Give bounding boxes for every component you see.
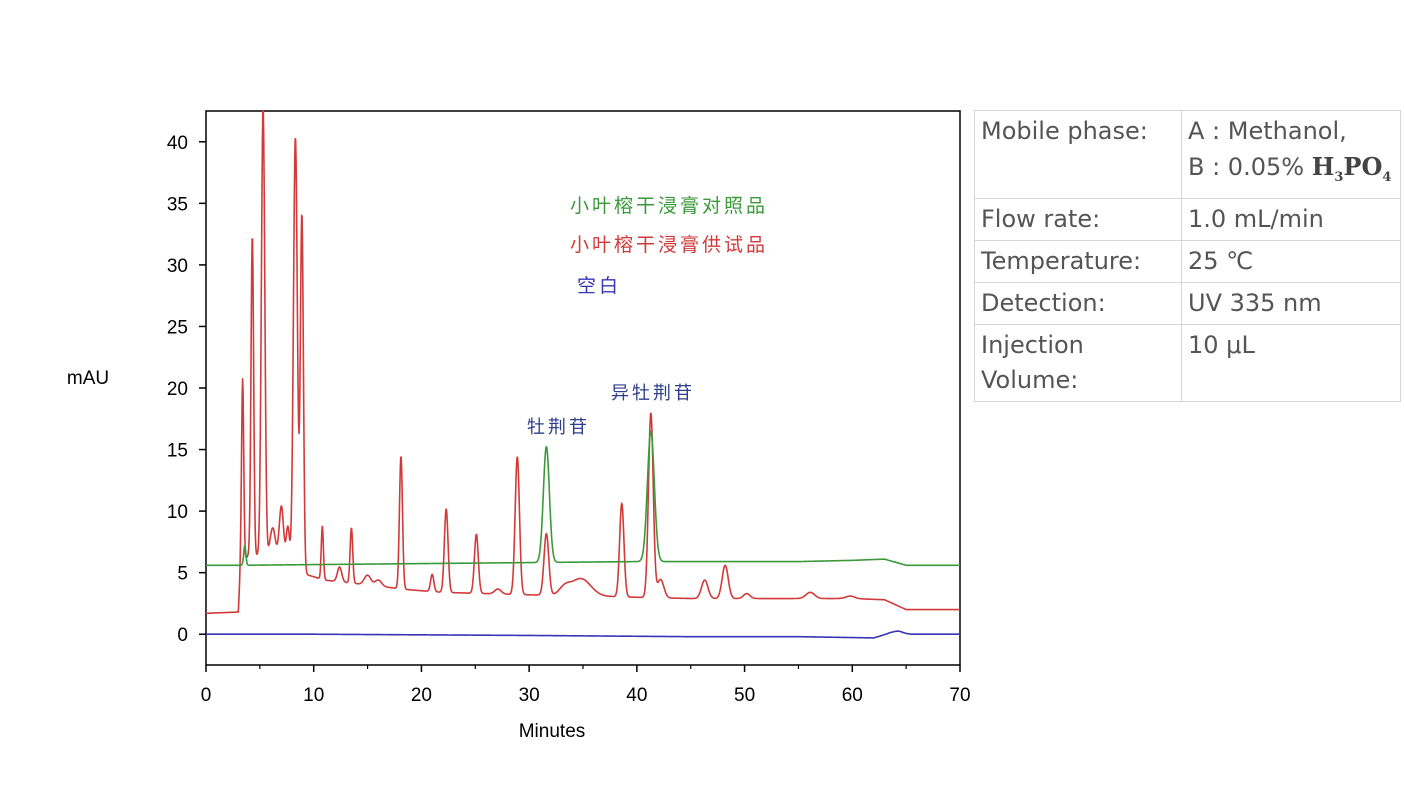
annotation-isovitexin: 异牡荆苷 — [611, 383, 695, 404]
condition-label: Injection Volume: — [974, 323, 1182, 402]
condition-label: Mobile phase: — [974, 110, 1182, 199]
y-tick-label: 10 — [167, 502, 188, 523]
series-line — [205, 630, 961, 639]
x-tick-label: 20 — [411, 685, 432, 706]
y-tick-label: 40 — [167, 133, 188, 154]
condition-value: 25 ℃ — [1181, 239, 1401, 283]
chromatogram-traces — [205, 110, 961, 639]
y-tick-label: 35 — [167, 194, 188, 215]
mobile-phase-a: A : Methanol, — [1188, 117, 1347, 145]
y-tick-label: 30 — [167, 256, 188, 277]
condition-label: Detection: — [974, 281, 1182, 325]
x-axis: 0 10 20 30 40 50 60 70 — [201, 665, 970, 706]
y-tick-label: 25 — [167, 317, 188, 338]
series-line — [205, 110, 961, 615]
condition-value: 1.0 mL/min — [1181, 197, 1401, 241]
condition-row-detection: Detection: UV 335 nm — [974, 281, 1401, 325]
condition-value: UV 335 nm — [1181, 281, 1401, 325]
legend-entry-reference: 小叶榕干浸膏对照品 — [570, 194, 768, 217]
condition-row-flow-rate: Flow rate: 1.0 mL/min — [974, 197, 1401, 241]
condition-row-mobile-phase: Mobile phase: A : Methanol, B : 0.05% H3… — [974, 110, 1401, 199]
legend-entry-sample: 小叶榕干浸膏供试品 — [570, 233, 768, 256]
mobile-phase-b: B : 0.05% — [1188, 153, 1312, 181]
x-tick-label: 10 — [303, 685, 324, 706]
legend-entry-blank: 空白 — [577, 275, 621, 297]
legend: 小叶榕干浸膏对照品 小叶榕干浸膏供试品 空白 — [570, 194, 768, 297]
y-tick-label: 0 — [177, 625, 188, 646]
condition-value: A : Methanol, B : 0.05% H3PO4 — [1181, 110, 1401, 199]
x-tick-label: 0 — [201, 685, 212, 706]
series-line — [205, 430, 961, 567]
y-tick-label: 15 — [167, 441, 188, 462]
condition-row-temperature: Temperature: 25 ℃ — [974, 239, 1401, 283]
conditions-table: Mobile phase: A : Methanol, B : 0.05% H3… — [974, 110, 1401, 402]
y-tick-label: 5 — [177, 564, 188, 585]
condition-value: 10 μL — [1181, 323, 1401, 402]
x-tick-label: 70 — [949, 685, 970, 706]
condition-label: Temperature: — [974, 239, 1182, 283]
condition-row-injection-volume: Injection Volume: 10 μL — [974, 323, 1401, 402]
y-axis-title: mAU — [67, 368, 109, 389]
chemical-formula: H3PO4 — [1311, 152, 1392, 185]
x-tick-label: 60 — [842, 685, 863, 706]
x-axis-title: Minutes — [519, 721, 586, 742]
peak-annotations: 牡荆苷 异牡荆苷 — [527, 383, 695, 438]
x-tick-label: 30 — [519, 685, 540, 706]
x-tick-label: 50 — [734, 685, 755, 706]
y-axis: 0 5 10 15 20 25 30 35 40 — [167, 133, 206, 646]
y-tick-label: 20 — [167, 379, 188, 400]
x-tick-label: 40 — [626, 685, 647, 706]
condition-label: Flow rate: — [974, 197, 1182, 241]
annotation-vitexin: 牡荆苷 — [527, 417, 590, 438]
chromatogram-chart: 0 10 20 30 40 50 60 70 0 5 10 15 20 25 30 35 40 Minutes… — [67, 110, 970, 742]
